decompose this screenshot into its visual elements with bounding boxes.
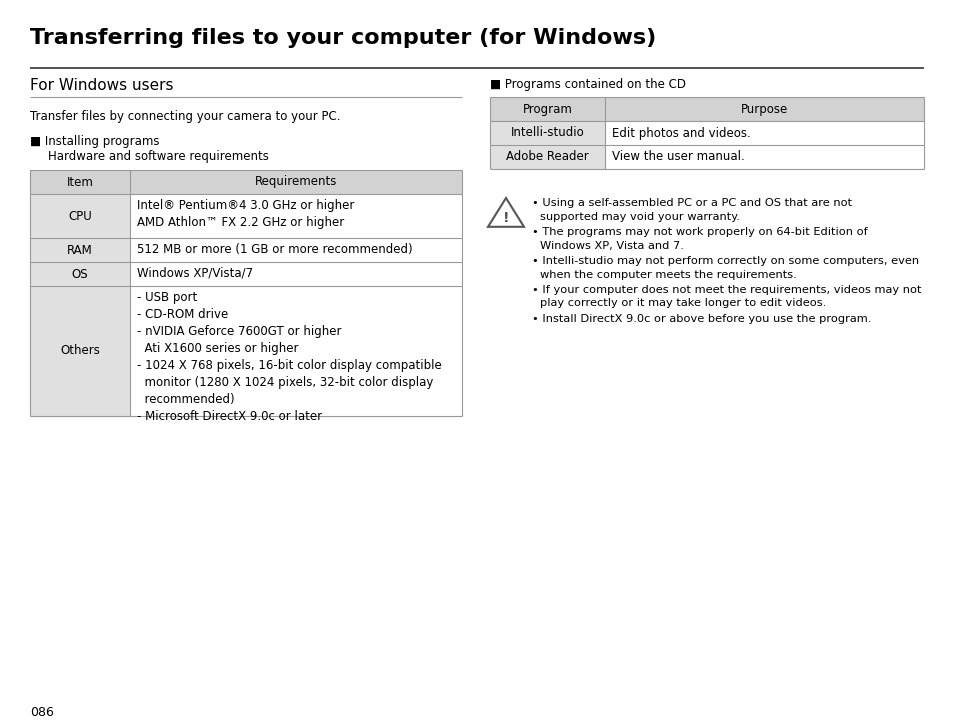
- Bar: [30, 286, 130, 416]
- Text: CPU: CPU: [68, 210, 91, 222]
- Text: Transferring files to your computer (for Windows): Transferring files to your computer (for…: [30, 28, 656, 48]
- Text: supported may void your warranty.: supported may void your warranty.: [539, 212, 740, 222]
- Text: • The programs may not work properly on 64-bit Edition of: • The programs may not work properly on …: [532, 227, 867, 237]
- Text: Intel® Pentium®4 3.0 GHz or higher
AMD Athlon™ FX 2.2 GHz or higher: Intel® Pentium®4 3.0 GHz or higher AMD A…: [137, 199, 354, 229]
- Text: Requirements: Requirements: [254, 176, 336, 189]
- Text: • If your computer does not meet the requirements, videos may not: • If your computer does not meet the req…: [532, 285, 921, 295]
- Text: - USB port
- CD-ROM drive
- nVIDIA Geforce 7600GT or higher
  Ati X1600 series o: - USB port - CD-ROM drive - nVIDIA Gefor…: [137, 291, 441, 423]
- Text: 512 MB or more (1 GB or more recommended): 512 MB or more (1 GB or more recommended…: [137, 243, 413, 256]
- Text: Edit photos and videos.: Edit photos and videos.: [612, 127, 750, 140]
- Text: • Using a self-assembled PC or a PC and OS that are not: • Using a self-assembled PC or a PC and …: [532, 198, 851, 208]
- Text: OS: OS: [71, 268, 89, 281]
- Text: Intelli-studio: Intelli-studio: [510, 127, 584, 140]
- Text: For Windows users: For Windows users: [30, 78, 173, 93]
- Text: !: !: [502, 211, 509, 225]
- Text: Others: Others: [60, 344, 100, 358]
- Bar: [30, 194, 130, 238]
- Text: Adobe Reader: Adobe Reader: [506, 150, 588, 163]
- Text: when the computer meets the requirements.: when the computer meets the requirements…: [539, 269, 796, 279]
- Text: play correctly or it may take longer to edit videos.: play correctly or it may take longer to …: [539, 299, 825, 308]
- Bar: [30, 238, 130, 262]
- Text: Purpose: Purpose: [740, 102, 787, 115]
- Bar: [490, 97, 923, 121]
- Text: Item: Item: [67, 176, 93, 189]
- Text: Windows XP/Vista/7: Windows XP/Vista/7: [137, 267, 253, 280]
- Text: Program: Program: [522, 102, 572, 115]
- Text: Hardware and software requirements: Hardware and software requirements: [48, 150, 269, 163]
- Text: Transfer files by connecting your camera to your PC.: Transfer files by connecting your camera…: [30, 110, 340, 123]
- Bar: [490, 145, 604, 169]
- Text: • Install DirectX 9.0c or above before you use the program.: • Install DirectX 9.0c or above before y…: [532, 314, 870, 324]
- Text: ■ Installing programs: ■ Installing programs: [30, 135, 159, 148]
- Text: View the user manual.: View the user manual.: [612, 150, 744, 163]
- Bar: [490, 121, 604, 145]
- Bar: [30, 170, 461, 194]
- Text: • Intelli-studio may not perform correctly on some computers, even: • Intelli-studio may not perform correct…: [532, 256, 918, 266]
- Text: RAM: RAM: [67, 243, 92, 256]
- Bar: [30, 262, 130, 286]
- Text: ■ Programs contained on the CD: ■ Programs contained on the CD: [490, 78, 685, 91]
- Text: Windows XP, Vista and 7.: Windows XP, Vista and 7.: [539, 240, 683, 251]
- Text: 086: 086: [30, 706, 53, 719]
